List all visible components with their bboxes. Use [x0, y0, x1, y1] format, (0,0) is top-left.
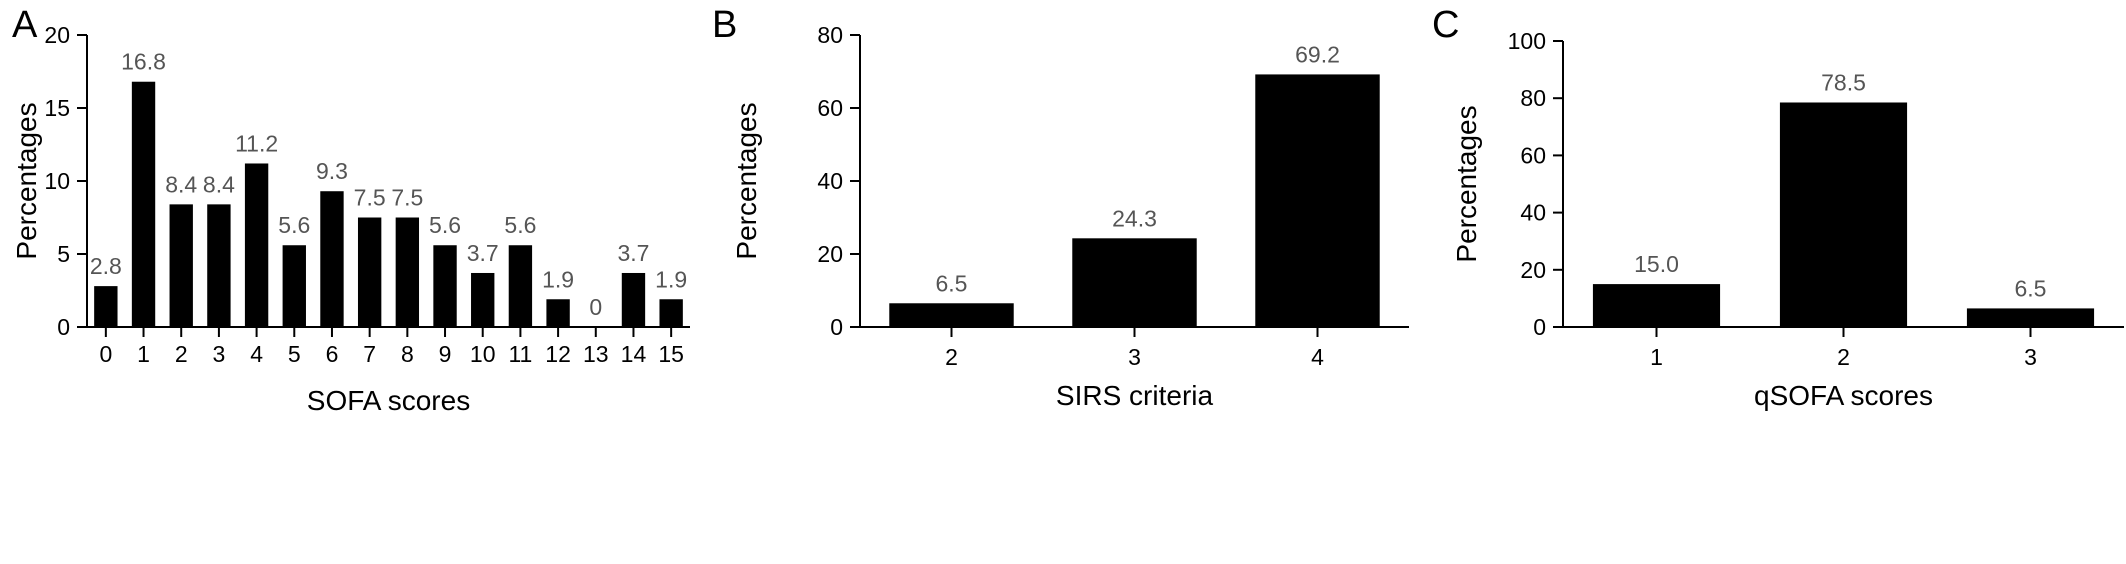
x-tick-label-14: 14 [621, 341, 647, 367]
data-label-3: 8.4 [203, 171, 235, 197]
bar-3 [1966, 308, 2095, 327]
y-tick-label-40: 40 [817, 168, 843, 194]
x-axis-title: SOFA scores [307, 385, 470, 416]
data-label-5: 5.6 [278, 212, 310, 238]
x-tick-label-12: 12 [545, 341, 571, 367]
x-tick-label-11: 11 [508, 341, 532, 367]
x-tick-label-3: 3 [2024, 344, 2037, 370]
data-label-8: 7.5 [391, 185, 423, 211]
x-tick-label-2: 2 [945, 344, 958, 370]
x-tick-label-9: 9 [439, 341, 452, 367]
bar-7 [357, 217, 382, 327]
bar-5 [282, 245, 306, 327]
bar-4 [244, 163, 269, 327]
data-label-1: 15.0 [1634, 251, 1679, 277]
y-axis-title: Percentages [11, 102, 42, 259]
y-tick-label-80: 80 [817, 22, 843, 48]
panel-c: C 15.0 78.5 6.5 0 20 40 60 80 100 1 2 3 qSOFA scores… [1420, 0, 2126, 564]
data-label-15: 1.9 [655, 266, 687, 292]
data-label-7: 7.5 [354, 185, 386, 211]
y-tick-label-20: 20 [1520, 257, 1546, 283]
x-tick-label-10: 10 [470, 341, 496, 367]
data-label-13: 0 [589, 294, 602, 320]
data-label-2: 8.4 [165, 171, 197, 197]
bar-3 [207, 204, 231, 327]
bar-11 [508, 245, 533, 327]
chart-b-sirs-criteria: 6.5 24.3 69.2 0 20 40 60 80 2 3 4 SIRS criteria Perc… [731, 22, 1409, 411]
chart-a-sofa-scores: 2.816.88.4 8.411.25.69.37.5 7.55.63.75.61.… [11, 22, 690, 416]
bar-1 [1592, 284, 1721, 327]
x-tick-label-8: 8 [401, 341, 414, 367]
y-tick-label-0: 0 [57, 314, 70, 340]
x-axis-title: SIRS criteria [1056, 380, 1214, 411]
data-label-2: 78.5 [1821, 69, 1866, 95]
bar-3 [1072, 238, 1197, 327]
data-label-11: 5.6 [504, 212, 536, 238]
x-tick-label-1: 1 [137, 341, 150, 367]
x-tick-label-0: 0 [99, 341, 112, 367]
bar-9 [433, 245, 457, 327]
x-tick-label-3: 3 [1128, 344, 1141, 370]
x-tick-label-6: 6 [326, 341, 339, 367]
panel-letter-c: C [1432, 4, 1460, 46]
y-tick-label-5: 5 [57, 241, 70, 267]
bar-1 [131, 81, 156, 327]
x-tick-label-1: 1 [1650, 344, 1663, 370]
bar-0 [94, 286, 118, 327]
y-tick-label-60: 60 [817, 95, 843, 121]
x-tick-label-7: 7 [363, 341, 376, 367]
y-tick-label-20: 20 [44, 22, 70, 48]
bar-4 [1255, 74, 1380, 327]
data-label-12: 1.9 [542, 266, 574, 292]
panel-b: B 6.5 24.3 69.2 0 20 40 60 80 2 3 4 SIRS criteria Pe… [700, 0, 1420, 564]
data-label-14: 3.7 [617, 240, 649, 266]
data-label-2: 6.5 [936, 270, 968, 296]
data-label-4: 11.2 [235, 130, 278, 156]
y-axis-title: Percentages [731, 102, 762, 259]
x-tick-label-2: 2 [175, 341, 188, 367]
data-label-1: 16.8 [121, 49, 166, 75]
y-tick-label-80: 80 [1520, 85, 1546, 111]
y-tick-label-60: 60 [1520, 142, 1546, 168]
data-label-9: 5.6 [429, 212, 461, 238]
data-label-6: 9.3 [316, 158, 348, 184]
y-tick-label-0: 0 [1533, 314, 1546, 340]
panel-a: A 2.8 16.8 8.4 8.4 11.2 5.6 9.3 7.5 7.5 5.6 3.7 5.6… [0, 0, 700, 564]
y-tick-label-0: 0 [830, 314, 843, 340]
x-tick-label-2: 2 [1837, 344, 1850, 370]
x-tick-label-15: 15 [658, 341, 684, 367]
data-label-3: 6.5 [2015, 275, 2047, 301]
bar-12 [546, 299, 570, 327]
data-label-0: 2.8 [90, 253, 122, 279]
data-label-10: 3.7 [467, 240, 499, 266]
x-tick-label-4: 4 [1311, 344, 1324, 370]
bar-6 [320, 191, 344, 327]
y-axis-title: Percentages [1451, 105, 1482, 262]
y-tick-label-15: 15 [44, 95, 70, 121]
bar-2 [1779, 102, 1908, 328]
chart-c-qsofa-scores: 15.0 78.5 6.5 0 20 40 60 80 100 1 2 3 qSOFA scores Pe… [1451, 28, 2124, 411]
panel-letter-b: B [712, 4, 738, 46]
panel-letter-a: A [12, 4, 38, 46]
data-label-3: 24.3 [1112, 205, 1157, 231]
x-tick-label-13: 13 [583, 341, 609, 367]
y-tick-label-40: 40 [1520, 200, 1546, 226]
y-tick-label-20: 20 [817, 241, 843, 267]
bar-10 [471, 272, 495, 327]
bar-8 [395, 217, 420, 327]
bar-2 [889, 303, 1014, 327]
data-label-4: 69.2 [1295, 41, 1340, 67]
x-tick-label-3: 3 [213, 341, 226, 367]
bar-15 [659, 299, 683, 327]
bar-2 [169, 204, 193, 327]
x-tick-label-5: 5 [288, 341, 301, 367]
x-axis-title: qSOFA scores [1754, 380, 1933, 411]
bar-14 [621, 272, 646, 327]
y-tick-label-10: 10 [44, 168, 70, 194]
y-tick-label-100: 100 [1508, 28, 1546, 54]
x-tick-label-4: 4 [250, 341, 263, 367]
